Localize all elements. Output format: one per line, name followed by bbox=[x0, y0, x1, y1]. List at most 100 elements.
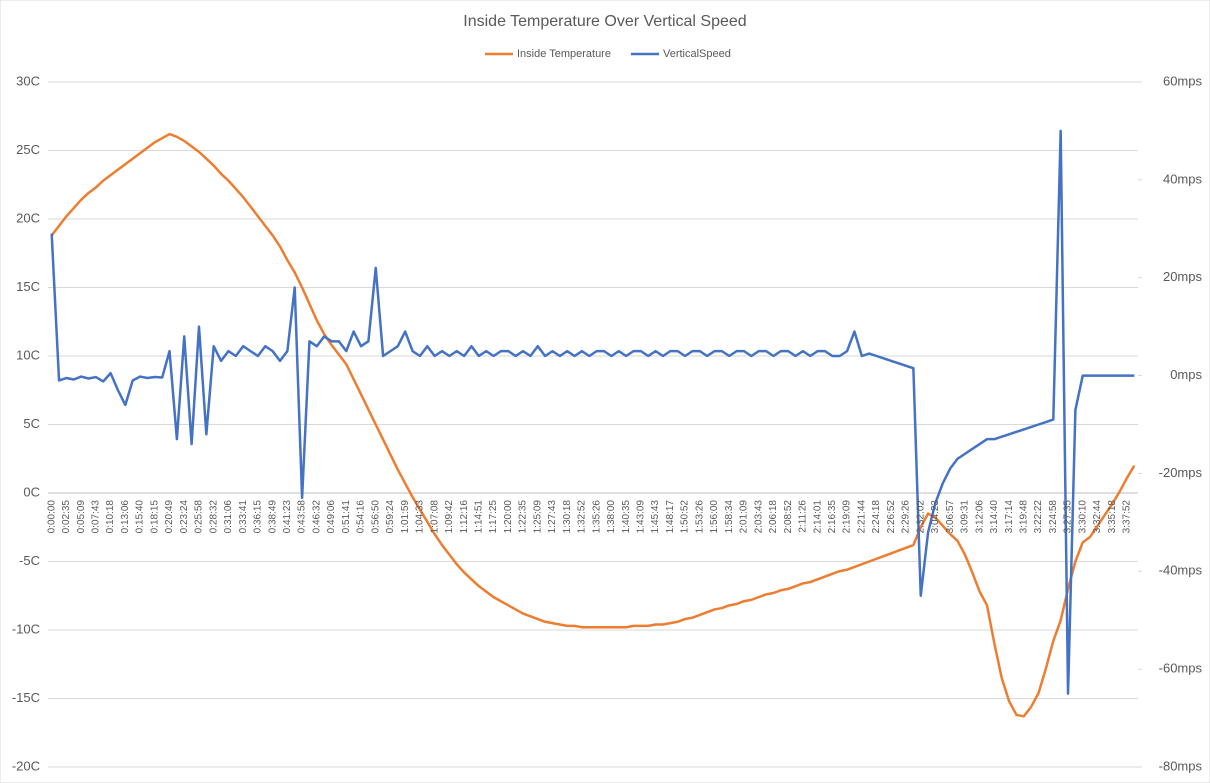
x-tick-label: 0:28:32 bbox=[208, 500, 219, 534]
x-tick-label: 0:46:32 bbox=[311, 500, 322, 534]
x-tick-label: 3:14:40 bbox=[989, 500, 1000, 534]
x-tick-label: 3:32:44 bbox=[1092, 500, 1103, 534]
x-tick-label: 1:56:00 bbox=[709, 500, 720, 534]
x-tick-label: 3:35:18 bbox=[1107, 500, 1118, 534]
x-tick-label: 2:11:26 bbox=[798, 500, 809, 533]
y-tick-label: -5C bbox=[19, 553, 40, 568]
x-tick-label: 0:33:41 bbox=[238, 500, 249, 534]
x-tick-label: 1:53:26 bbox=[694, 500, 705, 534]
x-tick-label: 0:23:24 bbox=[179, 500, 190, 534]
y2-tick-label: -20mps bbox=[1159, 465, 1203, 480]
x-tick-label: 0:36:15 bbox=[253, 500, 264, 534]
y-tick-label: 15C bbox=[16, 279, 40, 294]
series-line bbox=[50, 129, 1135, 695]
x-tick-label: 3:06:57 bbox=[945, 500, 956, 534]
x-tick-label: 1:58:34 bbox=[724, 500, 735, 534]
x-tick-label: 3:24:58 bbox=[1048, 500, 1059, 534]
x-tick-label: 0:51:41 bbox=[341, 500, 352, 534]
x-tick-label: 2:16:35 bbox=[827, 500, 838, 534]
x-tick-label: 0:59:24 bbox=[385, 500, 396, 534]
x-tick-label: 3:09:31 bbox=[960, 500, 971, 534]
x-tick-label: 1:04:33 bbox=[415, 500, 426, 534]
x-tick-label: 1:07:08 bbox=[429, 500, 440, 534]
x-tick-label: 0:56:50 bbox=[370, 500, 381, 534]
x-tick-label: 0:10:18 bbox=[105, 500, 116, 534]
x-tick-label: 1:12:16 bbox=[459, 500, 470, 534]
x-tick-label: 0:31:06 bbox=[223, 500, 234, 534]
x-tick-label: 3:30:10 bbox=[1077, 500, 1088, 534]
x-tick-label: 3:04:23 bbox=[930, 500, 941, 534]
x-tick-label: 1:45:43 bbox=[650, 500, 661, 534]
x-tick-label: 0:13:06 bbox=[120, 500, 131, 534]
x-tick-label: 2:03:43 bbox=[753, 500, 764, 534]
x-tick-label: 1:01:59 bbox=[400, 500, 411, 534]
y-tick-label: -15C bbox=[12, 690, 40, 705]
x-tick-label: 1:14:51 bbox=[473, 500, 484, 534]
x-tick-label: 1:25:09 bbox=[532, 500, 543, 534]
x-tick-label: 1:35:26 bbox=[591, 500, 602, 534]
y-tick-label: 20C bbox=[16, 210, 40, 225]
x-tick-label: 1:38:00 bbox=[606, 500, 617, 534]
y-tick-label: 0C bbox=[23, 484, 40, 499]
x-tick-label: 1:09:42 bbox=[444, 500, 455, 534]
x-tick-label: 2:19:09 bbox=[842, 500, 853, 534]
x-tick-label: 0:41:23 bbox=[282, 500, 293, 534]
x-tick-label: 3:22:22 bbox=[1033, 500, 1044, 534]
x-tick-label: 1:27:43 bbox=[547, 500, 558, 534]
x-tick-label: 3:27:35 bbox=[1063, 500, 1074, 534]
y-tick-label: 25C bbox=[16, 142, 40, 157]
legend-label: Inside Temperature bbox=[517, 48, 611, 60]
x-tick-label: 2:32:02 bbox=[915, 500, 926, 534]
x-tick-label: 2:21:44 bbox=[856, 500, 867, 534]
x-tick-label: 2:29:26 bbox=[901, 500, 912, 534]
x-tick-label: 2:26:52 bbox=[886, 500, 897, 534]
x-tick-label: 1:20:00 bbox=[503, 500, 514, 534]
x-tick-label: 2:14:01 bbox=[812, 500, 823, 534]
x-tick-label: 3:17:14 bbox=[1004, 500, 1015, 534]
x-tick-label: 1:48:17 bbox=[665, 500, 676, 534]
x-tick-label: 0:05:09 bbox=[76, 500, 87, 534]
y-tick-label: 5C bbox=[23, 416, 40, 431]
grid bbox=[48, 81, 1142, 768]
x-tick-label: 0:00:00 bbox=[46, 500, 57, 534]
series-line bbox=[50, 132, 1136, 718]
x-tick-label: 0:54:16 bbox=[356, 500, 367, 534]
x-tick-label: 1:22:35 bbox=[518, 500, 529, 534]
x-tick-label: 2:06:18 bbox=[768, 500, 779, 534]
x-tick-label: 1:17:25 bbox=[488, 500, 499, 534]
x-tick-label: 1:30:18 bbox=[562, 500, 573, 534]
x-tick-label: 1:50:52 bbox=[680, 500, 691, 534]
x-tick-label: 0:49:06 bbox=[326, 500, 337, 534]
x-tick-label: 1:40:35 bbox=[621, 500, 632, 534]
y2-tick-label: 20mps bbox=[1163, 269, 1203, 284]
y-tick-label: 10C bbox=[16, 347, 40, 362]
y2-tick-label: -60mps bbox=[1159, 661, 1203, 676]
x-tick-label: 0:43:58 bbox=[297, 500, 308, 534]
x-tick-label: 1:43:09 bbox=[636, 500, 647, 534]
x-tick-label: 0:07:43 bbox=[91, 500, 102, 534]
legend-label: VerticalSpeed bbox=[663, 48, 731, 60]
x-tick-label: 3:19:48 bbox=[1018, 500, 1029, 534]
y-tick-label: -20C bbox=[12, 758, 40, 773]
x-tick-label: 0:15:40 bbox=[135, 500, 146, 534]
x-tick-label: 0:20:49 bbox=[164, 500, 175, 534]
y2-tick-label: -80mps bbox=[1159, 758, 1203, 773]
x-tick-label: 0:38:49 bbox=[267, 500, 278, 534]
y2-tick-label: 0mps bbox=[1170, 367, 1202, 382]
y2-tick-label: -40mps bbox=[1159, 563, 1203, 578]
x-tick-label: 3:37:52 bbox=[1122, 500, 1133, 534]
x-tick-label: 0:25:58 bbox=[194, 500, 205, 534]
x-tick-label: 1:32:52 bbox=[577, 500, 588, 534]
chart-title: Inside Temperature Over Vertical Speed bbox=[463, 13, 746, 30]
x-tick-label: 2:24:18 bbox=[871, 500, 882, 534]
plot bbox=[50, 129, 1136, 718]
x-tick-label: 2:01:09 bbox=[739, 500, 750, 534]
y-tick-label: 30C bbox=[16, 73, 40, 88]
x-tick-label: 0:02:35 bbox=[61, 500, 72, 534]
y-tick-label: -10C bbox=[12, 621, 40, 636]
y2-tick-label: 40mps bbox=[1163, 171, 1203, 186]
x-tick-label: 2:08:52 bbox=[783, 500, 794, 534]
x-tick-label: 3:12:06 bbox=[974, 500, 985, 534]
